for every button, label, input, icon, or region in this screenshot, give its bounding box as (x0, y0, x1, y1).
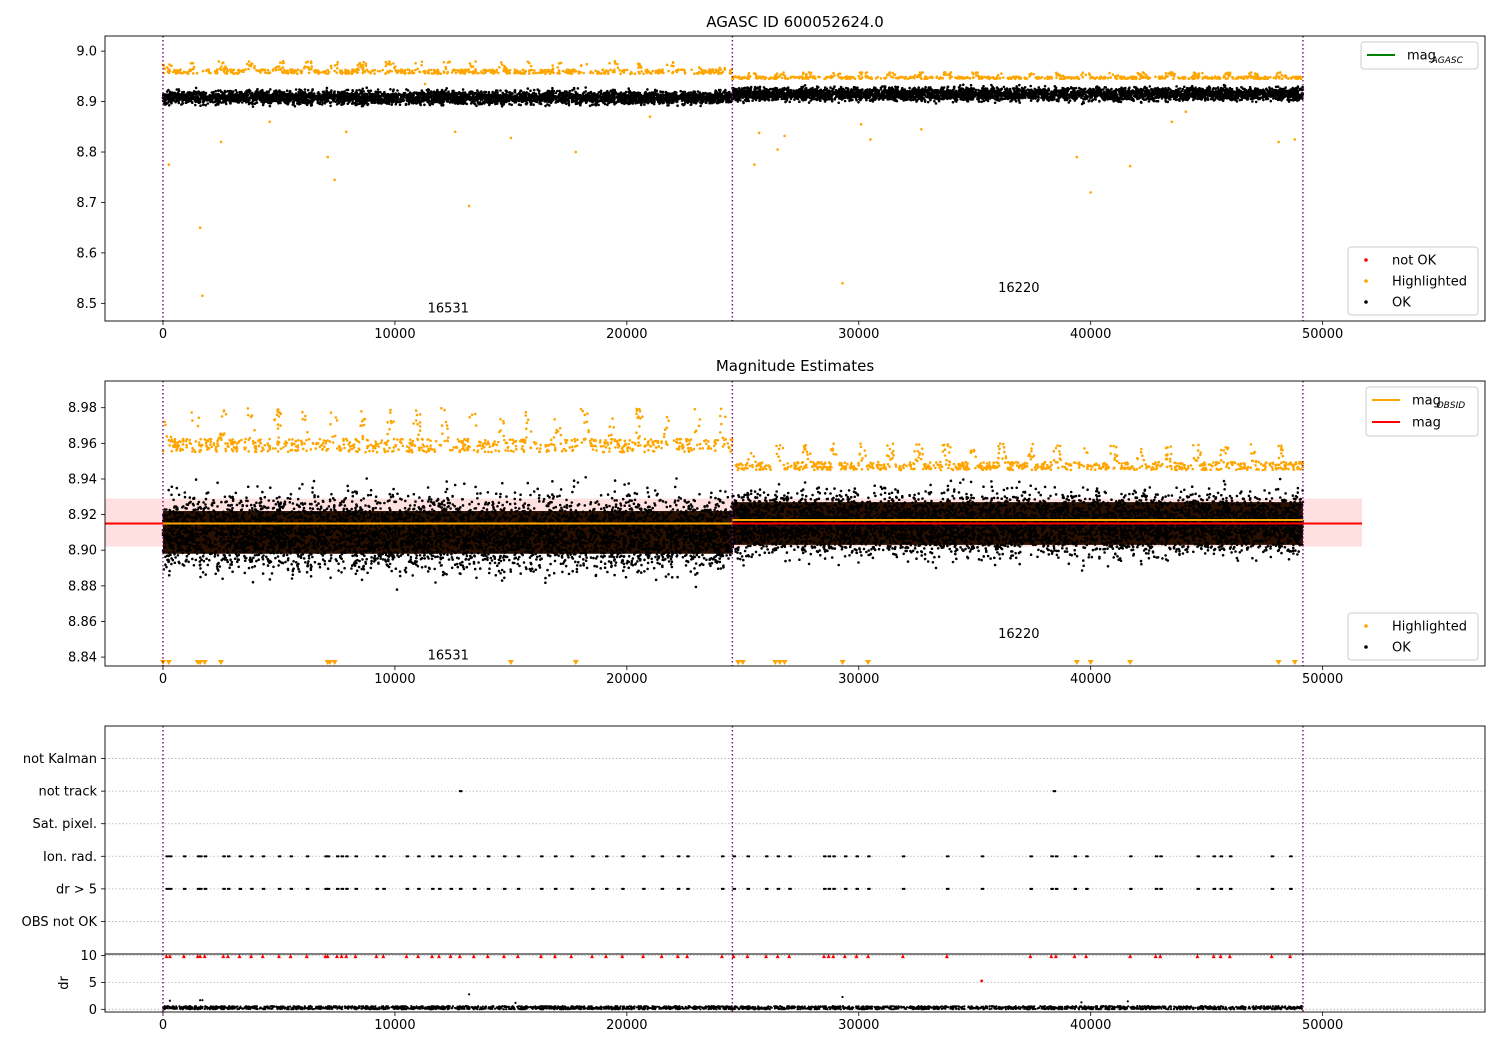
panel-dr: 0 10000 20000 30000 40000 50000 0 5 10 dr (57, 949, 1486, 1033)
panel-2-mag-lines (105, 518, 1363, 525)
panel-2-frame (104, 380, 1486, 667)
y-tick-label: 8.7 (76, 196, 97, 211)
obsid-label: 16220 (998, 627, 1039, 642)
legend-label: mag (1407, 49, 1436, 64)
x-tick-label: 0 (159, 327, 167, 342)
panel-2-axes: 0 10000 20000 30000 40000 50000 8.84 8.86 8.88 8.… (68, 380, 1486, 687)
y-tick-label: 8.88 (68, 579, 97, 594)
category-label: not Kalman (23, 752, 97, 767)
x-tick-label: 30000 (838, 672, 879, 687)
x-tick-label: 20000 (606, 672, 647, 687)
panel-1-title: AGASC ID 600052624.0 (706, 13, 884, 31)
panel-1-obsid-labels: 16531 16220 (428, 281, 1040, 316)
y-tick-label: 8.86 (68, 615, 97, 630)
panel-1-frame (104, 35, 1486, 322)
x-tick-label: 10000 (374, 672, 415, 687)
scatter-points (161, 406, 1305, 472)
panel-2-title: Magnitude Estimates (716, 357, 874, 375)
scatter-points (980, 979, 984, 983)
x-tick-label: 30000 (838, 1018, 879, 1033)
panel-4-ylabel: dr (57, 976, 72, 990)
panel-4-gridlines (105, 955, 1485, 1010)
offscale-markers (159, 660, 1298, 665)
x-tick-label: 30000 (838, 327, 879, 342)
legend-label: mag (1412, 416, 1441, 431)
legend-label-subscript: AGASC (1431, 56, 1464, 66)
panel-3-axes: not Kalman not track Sat. pixel. Ion. rad. d… (22, 725, 1486, 955)
y-tick-label: 5 (89, 976, 97, 991)
x-tick-label: 20000 (606, 1018, 647, 1033)
obsid-label: 16531 (428, 648, 469, 663)
legend-dot-swatch (1364, 279, 1368, 283)
y-tick-label: 8.84 (68, 651, 97, 666)
legend-label-subscript: OBSID (1437, 401, 1466, 411)
y-tick-label: 8.5 (76, 297, 97, 312)
y-tick-label: 9.0 (76, 45, 97, 60)
category-label: not track (38, 785, 97, 800)
y-tick-label: 8.96 (68, 437, 97, 452)
category-label: OBS not OK (22, 915, 98, 930)
panel-2-obsid-labels: 16531 16220 (428, 627, 1040, 663)
y-tick-label: 8.92 (68, 508, 97, 523)
x-tick-label: 10000 (374, 1018, 415, 1033)
y-tick-label: 8.6 (76, 246, 97, 261)
y-tick-label: 8.8 (76, 146, 97, 161)
panel-flags: not Kalman not track Sat. pixel. Ion. rad. d… (22, 725, 1486, 955)
x-tick-label: 10000 (374, 327, 415, 342)
legend-dot-swatch (1364, 624, 1368, 628)
x-tick-label: 40000 (1070, 327, 1111, 342)
legend-label: Highlighted (1392, 275, 1467, 290)
panel-2-obsid-boundaries (162, 381, 1304, 666)
y-tick-label: 0 (89, 1003, 97, 1018)
panel-4-frame (104, 953, 1486, 1013)
panel-magnitude-estimates: Magnitude Estimates 16531 16220 0 10000 200… (68, 357, 1486, 687)
panel-3-frame (104, 725, 1486, 955)
legend-label: mag (1412, 394, 1441, 409)
legend-dot-swatch (1364, 645, 1368, 649)
y-tick-label: 8.90 (68, 544, 97, 559)
obsid-label: 16531 (428, 301, 469, 316)
x-tick-label: 0 (159, 1018, 167, 1033)
panel-4-points (162, 954, 1304, 1011)
legend-label: Highlighted (1392, 620, 1467, 635)
panel-1-obsid-boundaries (162, 36, 1304, 321)
legend-bottom-frame (1347, 612, 1479, 661)
x-tick-label: 0 (159, 672, 167, 687)
scatter-points (162, 993, 1304, 1011)
panel-3-obsid-boundaries (162, 726, 1304, 954)
x-tick-label: 50000 (1302, 1018, 1343, 1033)
legend-label: not OK (1392, 254, 1437, 269)
panel-1-axes: 0 10000 20000 30000 40000 50000 8.5 8.6 8.7 8.8 8.… (76, 35, 1486, 342)
y-tick-label: 8.98 (68, 401, 97, 416)
x-tick-label: 50000 (1302, 327, 1343, 342)
legend-top-frame (1360, 41, 1479, 70)
category-label: Ion. rad. (43, 850, 97, 865)
y-tick-label: 8.9 (76, 95, 97, 110)
x-tick-label: 40000 (1070, 672, 1111, 687)
legend-dot-swatch (1364, 300, 1368, 304)
y-tick-label: 8.94 (68, 472, 97, 487)
x-tick-label: 20000 (606, 327, 647, 342)
panel-1-points (161, 59, 1305, 298)
legend-bottom-frame (1347, 246, 1479, 316)
legend-dot-swatch (1364, 258, 1368, 262)
not-ok-clipped-markers (164, 954, 1293, 959)
category-label: Sat. pixel. (33, 817, 97, 832)
panel-agasc-magnitude: AGASC ID 600052624.0 16531 16220 0 10000 20… (76, 13, 1486, 342)
obsid-label: 16220 (998, 281, 1039, 296)
panel-4-obsid-boundaries (162, 954, 1304, 1012)
category-label: dr > 5 (56, 882, 97, 897)
y-tick-label: 10 (80, 949, 97, 964)
x-tick-label: 50000 (1302, 672, 1343, 687)
panel-4-axes: 0 10000 20000 30000 40000 50000 0 5 10 (80, 949, 1486, 1033)
panel-3-category-gridlines (105, 758, 1485, 922)
legend-label: OK (1392, 641, 1411, 656)
panel-3-flag-points (165, 789, 1293, 891)
x-tick-label: 40000 (1070, 1018, 1111, 1033)
legend-label: OK (1392, 296, 1411, 311)
scatter-points (161, 83, 1305, 108)
